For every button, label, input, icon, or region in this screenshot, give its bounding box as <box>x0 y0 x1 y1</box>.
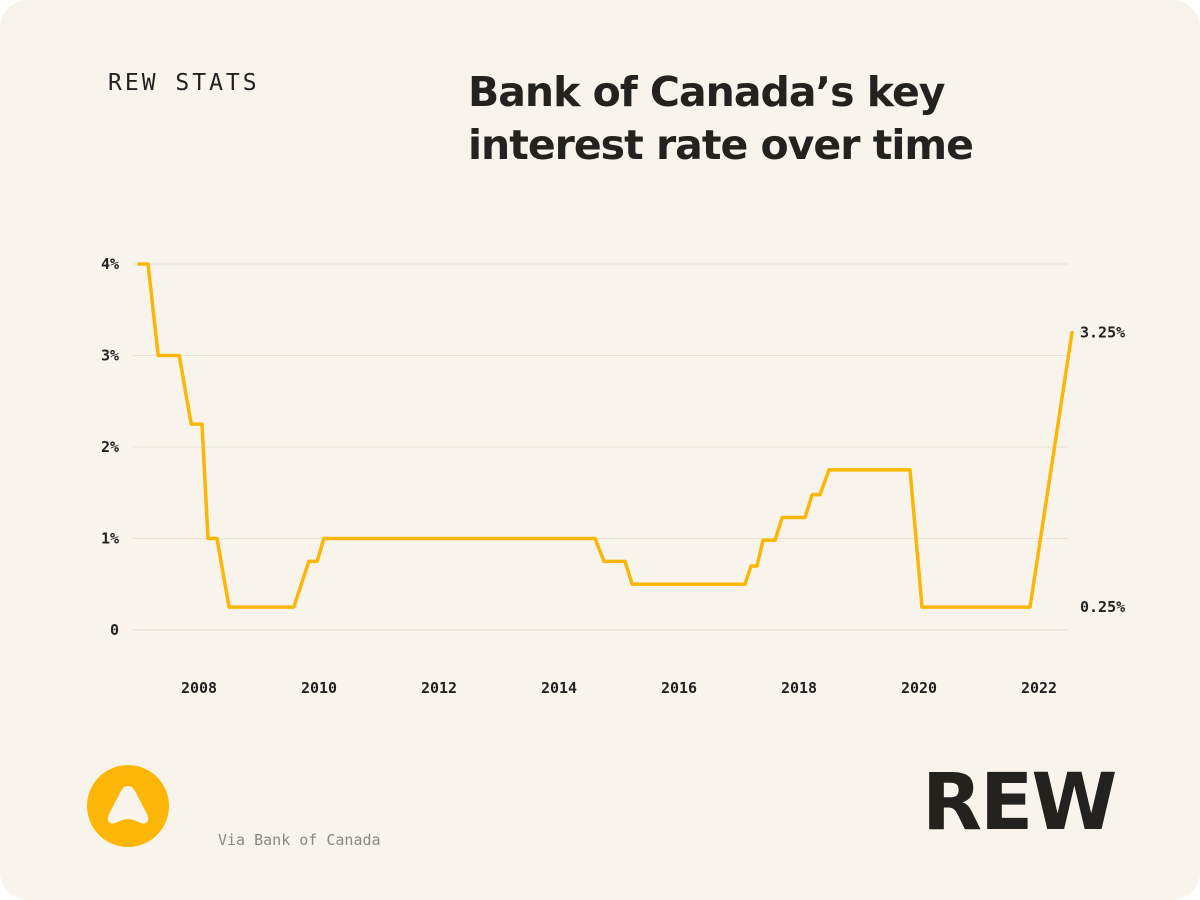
x-tick-label: 2008 <box>181 679 217 697</box>
end-value-label: 0.25% <box>1080 598 1125 616</box>
rew-logo-icon <box>87 765 169 847</box>
y-tick-label: 0 <box>110 621 119 639</box>
title-line-2: interest rate over time <box>468 121 974 169</box>
y-tick-label: 2% <box>101 438 119 456</box>
x-tick-label: 2016 <box>661 679 697 697</box>
grid-layer <box>133 263 1068 631</box>
series-line-0 <box>137 262 1074 609</box>
rew-wordmark: REW <box>922 758 1117 848</box>
x-tick-label: 2022 <box>1021 679 1057 697</box>
annotation-layer: 3.25% 0.25% <box>1080 324 1125 617</box>
title-line-1: Bank of Canada’s key <box>468 68 946 116</box>
source-note: Via Bank of Canada <box>218 831 381 849</box>
y-tick-label: 1% <box>101 530 119 548</box>
y-tick-label: 4% <box>101 255 119 273</box>
x-tick-label: 2012 <box>421 679 457 697</box>
end-value-label: 3.25% <box>1080 324 1125 342</box>
y-axis-ticks: 0 1% 2% 3% 4% <box>101 255 119 639</box>
x-tick-label: 2010 <box>301 679 337 697</box>
brand-tag: REW STATS <box>108 70 260 96</box>
series-layer <box>137 262 1074 609</box>
chart-title: Bank of Canada’s key interest rate over … <box>468 66 1088 172</box>
x-tick-label: 2018 <box>781 679 817 697</box>
x-tick-label: 2020 <box>901 679 937 697</box>
y-tick-label: 3% <box>101 347 119 365</box>
x-tick-label: 2014 <box>541 679 577 697</box>
x-axis-ticks: 2008 2010 2012 2014 2016 2018 2020 2022 <box>181 679 1057 697</box>
